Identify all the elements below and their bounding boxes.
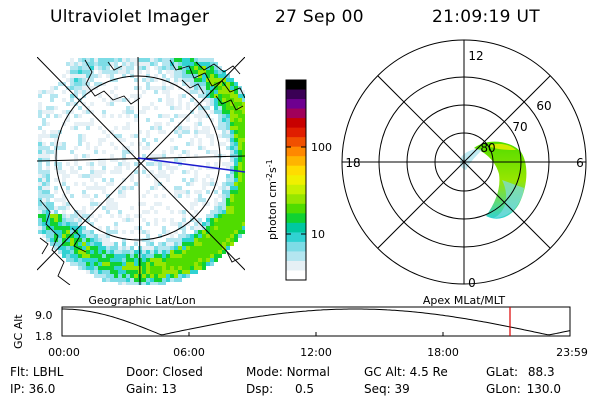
dsp-field: Dsp: 0.5: [246, 382, 315, 396]
polar-mlt-lines: [342, 40, 586, 284]
altitude-strip-chart: GC Alt 9.0 1.8 00:00 06:00 12:00 18:00 2…: [12, 306, 588, 359]
colorbar-unit-label: photon cm-2s-1: [265, 159, 279, 240]
altitude-xtick-1800: 18:00: [427, 346, 459, 359]
mlt-label-18: 18: [345, 156, 360, 170]
filter-field: Flt: LBHL: [10, 365, 64, 379]
mode-value: Normal: [286, 365, 330, 379]
apex-polar-plot: 12 18 6 0 60 70 80: [341, 39, 587, 290]
auroral-emission-image: [38, 58, 245, 285]
altitude-x-ticks: [61, 332, 571, 336]
glat-field: GLat: 88.3: [486, 365, 555, 379]
noon-meridian-line: [137, 157, 245, 173]
ip-value: 36.0: [28, 382, 56, 396]
colorbar-label-10: 10: [311, 228, 325, 241]
gc-alt-field: GC Alt: 4.5 Re: [364, 365, 448, 379]
altitude-xtick-0000: 00:00: [48, 346, 80, 359]
mlt-label-6: 6: [576, 156, 584, 170]
mlt-label-0: 0: [468, 276, 476, 290]
door-field: Door: Closed: [126, 365, 203, 379]
altitude-xtick-0600: 06:00: [173, 346, 205, 359]
gc-alt-value: 4.5 Re: [409, 365, 448, 379]
time-label: 21:09:19 UT: [432, 7, 540, 27]
altitude-plot-frame: [61, 306, 571, 337]
apex-panel-label: Apex MLat/MLT: [423, 294, 506, 307]
door-value: Closed: [162, 365, 203, 379]
color-bar: 100 10 photon cm-2s-1: [265, 79, 332, 281]
lat-label-80: 80: [480, 141, 495, 155]
geo-meridian-lines: [37, 57, 245, 285]
mlt-label-12: 12: [468, 49, 483, 63]
mode-field: Mode: Normal: [246, 365, 330, 379]
lat-label-60: 60: [536, 99, 551, 113]
altitude-ylabel: GC Alt: [12, 314, 25, 349]
gain-value: 13: [161, 382, 177, 396]
ip-field: IP: 36.0: [10, 382, 56, 396]
instrument-title: Ultraviolet Imager: [50, 7, 210, 27]
altitude-xtick-2359: 23:59: [556, 346, 588, 359]
altitude-ytick-9: 9.0: [35, 309, 53, 322]
altitude-ytick-1-8: 1.8: [35, 330, 53, 343]
filter-value: LBHL: [32, 365, 64, 379]
gain-field: Gain: 13: [126, 382, 177, 396]
glon-value: 130.0: [526, 382, 561, 396]
dsp-value: 0.5: [294, 382, 315, 396]
lat-label-70: 70: [512, 120, 527, 134]
glat-value: 88.3: [527, 365, 555, 379]
altitude-xtick-1200: 12:00: [300, 346, 332, 359]
glon-field: GLon: 130.0: [486, 382, 561, 396]
date-label: 27 Sep 00: [275, 7, 364, 27]
seq-value: 39: [394, 382, 410, 396]
coastline-outlines: [39, 59, 245, 285]
colorbar-label-100: 100: [311, 141, 332, 154]
altitude-curve: [62, 308, 571, 336]
seq-field: Seq: 39: [364, 382, 410, 396]
geographic-image-panel: [37, 57, 245, 285]
geo-panel-label: Geographic Lat/Lon: [88, 294, 195, 307]
